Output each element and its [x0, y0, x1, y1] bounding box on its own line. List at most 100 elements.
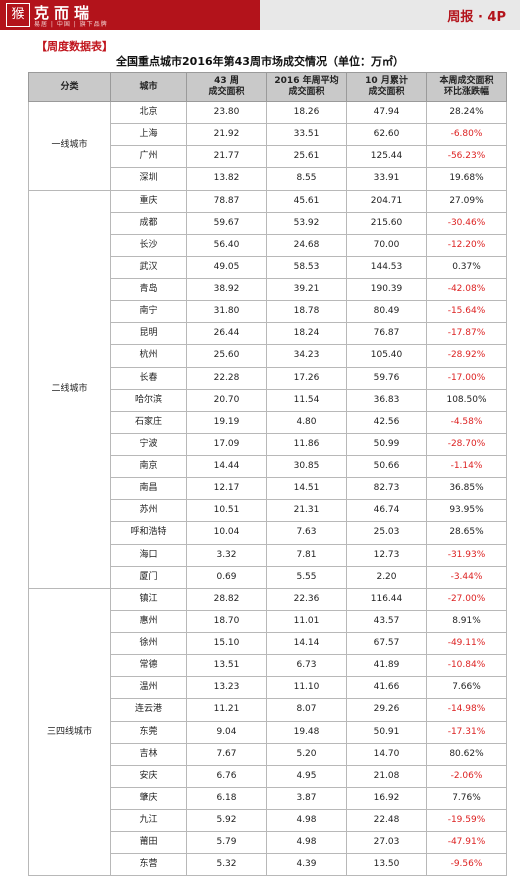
week-area-cell: 7.67 — [186, 742, 267, 766]
weekly-avg-cell: 5.55 — [266, 565, 347, 589]
city-cell: 莆田 — [110, 831, 187, 855]
change-cell: 28.65% — [426, 521, 507, 545]
change-cell: 0.37% — [426, 255, 507, 280]
city-cell: 哈尔滨 — [110, 388, 187, 412]
october-total-cell: 190.39 — [346, 277, 427, 302]
data-table: 分类 城市 43 周成交面积 2016 年周平均 成交面积 10 月累计 成交面积 本周成交面… — [28, 72, 507, 876]
city-cell: 吉林 — [110, 742, 187, 766]
city-cell: 深圳 — [110, 167, 187, 191]
week-area-cell: 21.92 — [186, 123, 267, 147]
weekly-avg-cell: 5.20 — [266, 742, 347, 766]
week-area-cell: 25.60 — [186, 344, 267, 368]
table-row: 昆明 26.44 18.24 76.87 -17.87% — [29, 322, 507, 346]
week-area-cell: 22.28 — [186, 366, 267, 390]
table-row: 徐州 15.10 14.14 67.57 -49.11% — [29, 631, 507, 656]
change-cell: -1.14% — [426, 454, 507, 479]
week-area-cell: 19.19 — [186, 410, 267, 434]
week-area-cell: 18.70 — [186, 609, 267, 634]
october-total-cell: 21.08 — [346, 764, 427, 788]
city-cell: 长沙 — [110, 233, 187, 257]
week-area-cell: 10.04 — [186, 521, 267, 545]
change-cell: -28.70% — [426, 432, 507, 457]
column-header: 城市 — [110, 72, 187, 102]
week-area-cell: 12.17 — [186, 477, 267, 501]
october-total-cell: 125.44 — [346, 145, 427, 169]
week-area-cell: 6.18 — [186, 786, 267, 811]
weekly-avg-cell: 58.53 — [266, 255, 347, 280]
table-row: 苏州 10.51 21.31 46.74 93.95% — [29, 499, 507, 523]
change-cell: -4.58% — [426, 410, 507, 434]
section-label: 【周度数据表】 — [36, 40, 113, 53]
table-row: 南昌 12.17 14.51 82.73 36.85% — [29, 477, 507, 501]
october-total-cell: 33.91 — [346, 167, 427, 191]
weekly-avg-cell: 39.21 — [266, 277, 347, 302]
october-total-cell: 50.66 — [346, 454, 427, 479]
category-cell: 一线城市 — [28, 101, 111, 191]
change-cell: -10.84% — [426, 654, 507, 678]
table-row: 一线城市 北京 23.80 18.26 47.94 28.24% — [28, 100, 507, 191]
week-area-cell: 26.44 — [186, 322, 267, 346]
october-total-cell: 43.57 — [346, 609, 427, 634]
city-cell: 肇庆 — [110, 786, 187, 811]
week-area-cell: 5.92 — [186, 808, 267, 833]
week-area-cell: 13.23 — [186, 676, 267, 700]
weekly-avg-cell: 14.14 — [266, 631, 347, 656]
seal-logo-icon: 猴 — [6, 3, 30, 27]
change-cell: 28.24% — [426, 100, 507, 125]
city-cell: 安庆 — [110, 764, 187, 788]
column-header: 10 月累计 成交面积 — [346, 72, 427, 102]
table-row: 连云港 11.21 8.07 29.26 -14.98% — [29, 698, 507, 722]
october-total-cell: 22.48 — [346, 808, 427, 833]
table-row: 深圳 13.82 8.55 33.91 19.68% — [29, 167, 507, 191]
weekly-avg-cell: 24.68 — [266, 233, 347, 257]
weekly-avg-cell: 4.80 — [266, 410, 347, 434]
october-total-cell: 12.73 — [346, 543, 427, 567]
city-cell: 厦门 — [110, 565, 187, 589]
october-total-cell: 70.00 — [346, 233, 427, 257]
change-cell: 7.76% — [426, 786, 507, 811]
city-cell: 惠州 — [110, 609, 187, 634]
october-total-cell: 67.57 — [346, 631, 427, 656]
change-cell: -49.11% — [426, 631, 507, 656]
october-total-cell: 105.40 — [346, 344, 427, 368]
table-row: 常德 13.51 6.73 41.89 -10.84% — [29, 654, 507, 678]
city-cell: 昆明 — [110, 322, 187, 346]
october-total-cell: 116.44 — [346, 587, 427, 611]
column-header: 本周成交面积 环比涨跌幅 — [426, 72, 507, 102]
change-cell: -12.20% — [426, 233, 507, 257]
table-row: 吉林 7.67 5.20 14.70 80.62% — [29, 742, 507, 766]
week-area-cell: 17.09 — [186, 432, 267, 457]
table-title: 全国重点城市2016年第43周市场成交情况（单位：万㎡） — [116, 55, 404, 68]
weekly-avg-cell: 18.24 — [266, 322, 347, 346]
october-total-cell: 215.60 — [346, 211, 427, 235]
week-area-cell: 9.04 — [186, 720, 267, 744]
weekly-avg-cell: 7.81 — [266, 543, 347, 567]
table-row: 青岛 38.92 39.21 190.39 -42.08% — [29, 277, 507, 302]
change-cell: -28.92% — [426, 344, 507, 368]
city-cell: 南昌 — [110, 477, 187, 501]
change-cell: -17.87% — [426, 322, 507, 346]
weekly-avg-cell: 19.48 — [266, 720, 347, 744]
city-cell: 东莞 — [110, 720, 187, 744]
week-area-cell: 13.82 — [186, 167, 267, 191]
table-row: 石家庄 19.19 4.80 42.56 -4.58% — [29, 410, 507, 434]
report-label: 周报 · 4P — [447, 10, 506, 25]
weekly-avg-cell: 53.92 — [266, 211, 347, 235]
weekly-avg-cell: 17.26 — [266, 366, 347, 390]
week-area-cell: 49.05 — [186, 255, 267, 280]
october-total-cell: 47.94 — [346, 100, 427, 125]
weekly-avg-cell: 7.63 — [266, 521, 347, 545]
change-cell: 19.68% — [426, 167, 507, 191]
october-total-cell: 46.74 — [346, 499, 427, 523]
brand-subtitle: 易居 | 中国 | 旗下品牌 — [34, 21, 108, 28]
october-total-cell: 50.91 — [346, 720, 427, 744]
brand-name: 克而瑞 — [34, 4, 95, 22]
city-cell: 长春 — [110, 366, 187, 390]
change-cell: -15.64% — [426, 300, 507, 324]
table-row: 武汉 49.05 58.53 144.53 0.37% — [29, 255, 507, 280]
october-total-cell: 14.70 — [346, 742, 427, 766]
week-area-cell: 20.70 — [186, 388, 267, 412]
october-total-cell: 29.26 — [346, 698, 427, 722]
city-cell: 成都 — [110, 211, 187, 235]
week-area-cell: 38.92 — [186, 277, 267, 302]
